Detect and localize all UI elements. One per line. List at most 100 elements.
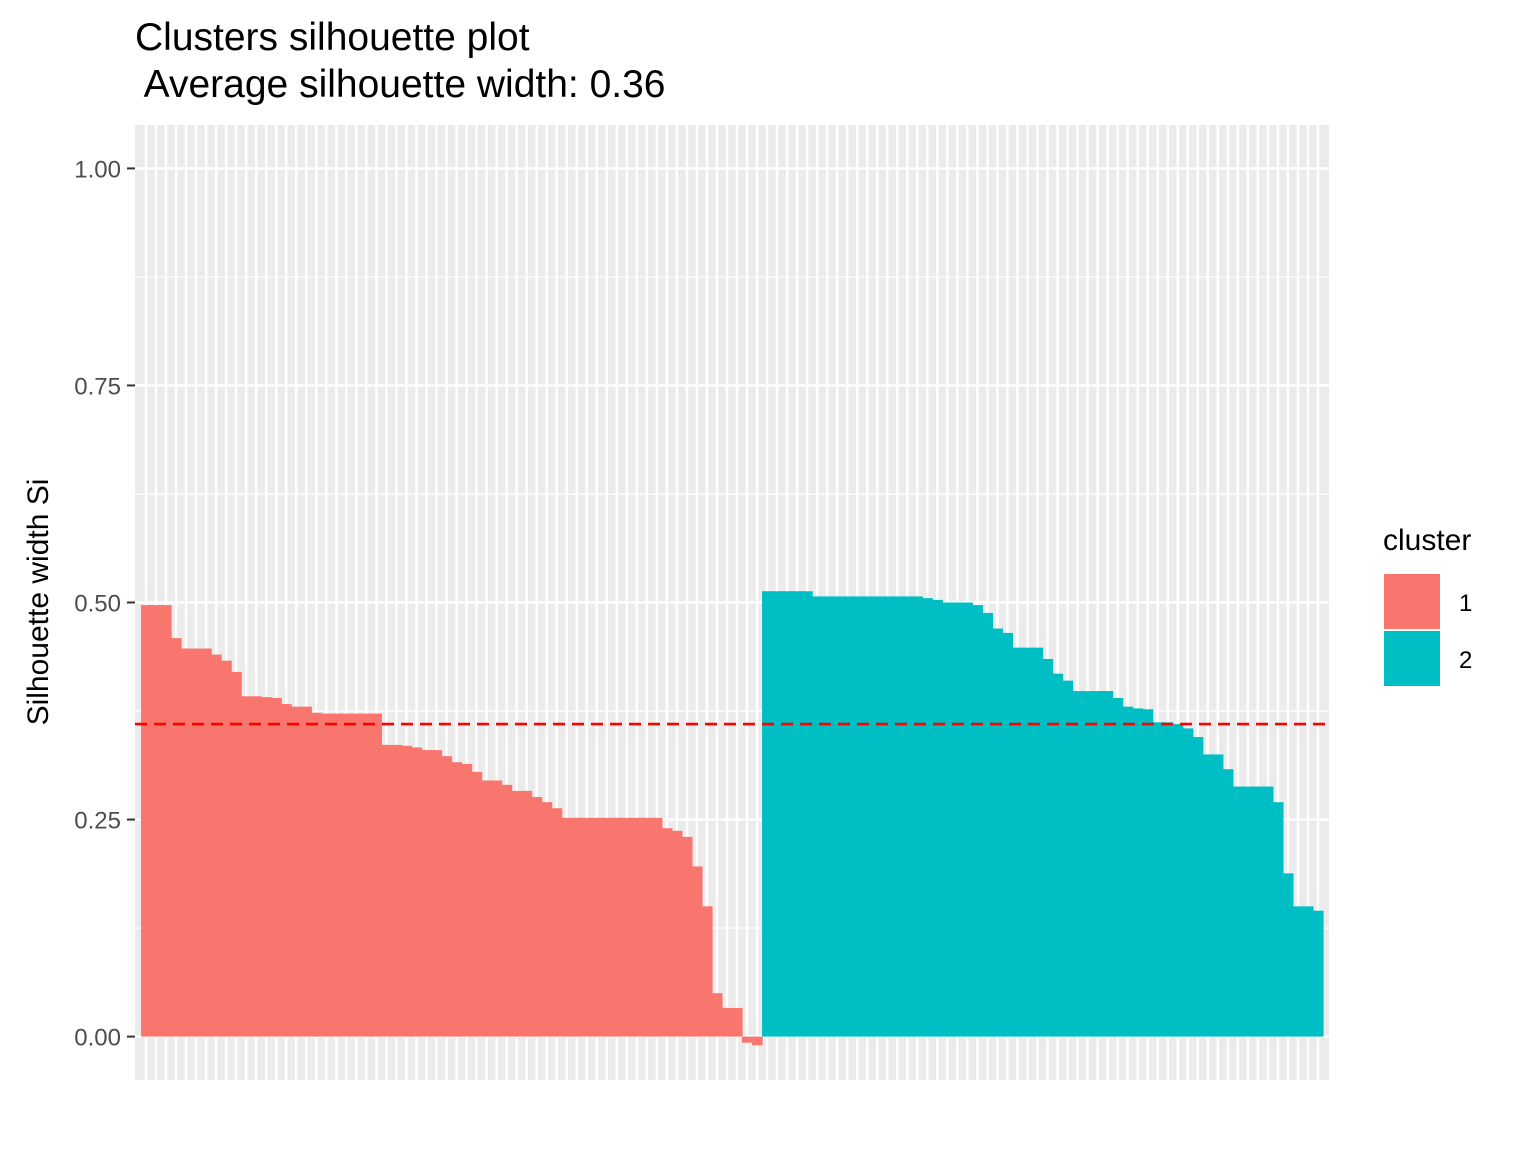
y-tick-label: 0.25 <box>74 808 121 835</box>
silhouette-bar <box>1182 728 1194 1037</box>
silhouette-bar <box>351 713 362 1037</box>
silhouette-bar <box>1212 754 1224 1037</box>
silhouette-bar <box>1142 709 1154 1037</box>
silhouette-bar <box>241 696 252 1037</box>
silhouette-bar <box>511 790 523 1037</box>
silhouette-bar <box>231 671 242 1037</box>
silhouette-bar <box>621 817 633 1037</box>
legend-label-2: 2 <box>1459 647 1472 674</box>
silhouette-bar <box>822 596 833 1037</box>
silhouette-bar <box>872 596 883 1037</box>
silhouette-bar <box>1112 698 1124 1037</box>
silhouette-bar <box>551 808 563 1037</box>
silhouette-bar <box>411 747 423 1037</box>
silhouette-bar <box>862 596 873 1037</box>
y-axis-title: Silhouette width Si <box>22 479 55 726</box>
silhouette-bar <box>691 866 703 1037</box>
silhouette-bar <box>721 1007 733 1037</box>
silhouette-bar <box>962 602 974 1037</box>
silhouette-bar <box>1092 691 1104 1037</box>
silhouette-bar <box>1002 632 1014 1037</box>
silhouette-bar <box>1012 647 1024 1037</box>
chart-title: Clusters silhouette plot <box>135 16 530 59</box>
silhouette-bar <box>541 802 553 1037</box>
silhouette-bar <box>341 713 352 1037</box>
silhouette-bar <box>1122 706 1134 1037</box>
silhouette-bar <box>221 660 232 1037</box>
silhouette-bar <box>852 596 863 1037</box>
silhouette-bar <box>932 599 943 1037</box>
silhouette-bar <box>952 602 963 1037</box>
silhouette-bar <box>1042 658 1054 1037</box>
silhouette-bar <box>782 591 793 1037</box>
silhouette-bar <box>601 817 613 1037</box>
silhouette-bar <box>421 750 433 1037</box>
silhouette-bar <box>912 596 923 1037</box>
silhouette-bar <box>1222 769 1234 1037</box>
silhouette-bar <box>1252 786 1264 1037</box>
silhouette-bar <box>772 591 783 1037</box>
silhouette-bar <box>281 704 292 1037</box>
silhouette-bar <box>271 698 282 1037</box>
silhouette-bar <box>1102 691 1114 1037</box>
silhouette-bar <box>942 602 953 1037</box>
silhouette-bar <box>882 596 893 1037</box>
silhouette-bar <box>701 906 713 1037</box>
silhouette-bar <box>972 605 984 1037</box>
silhouette-bar <box>1232 786 1244 1037</box>
silhouette-bar <box>481 780 493 1037</box>
silhouette-bar <box>361 713 372 1037</box>
legend-title: cluster <box>1383 524 1471 557</box>
silhouette-bar <box>561 817 573 1037</box>
legend-label-1: 1 <box>1459 590 1472 617</box>
silhouette-bar <box>982 612 994 1037</box>
silhouette-bar <box>141 605 152 1037</box>
y-tick-label: 0.50 <box>74 591 121 618</box>
silhouette-bar <box>792 591 803 1037</box>
silhouette-bar <box>521 790 533 1037</box>
silhouette-bar <box>752 1036 763 1046</box>
legend-key-2 <box>1384 631 1440 686</box>
silhouette-bar <box>401 745 413 1037</box>
y-tick-label: 0.75 <box>74 373 121 400</box>
silhouette-bar <box>631 817 643 1037</box>
silhouette-bar <box>321 713 332 1037</box>
silhouette-bar <box>1152 722 1164 1037</box>
silhouette-bar <box>211 654 222 1037</box>
silhouette-bar <box>371 713 383 1037</box>
legend-key-1 <box>1384 574 1440 629</box>
silhouette-bar <box>451 762 463 1037</box>
silhouette-bar <box>181 648 192 1037</box>
silhouette-bar <box>742 1036 753 1043</box>
silhouette-bar <box>1302 906 1314 1037</box>
silhouette-bar <box>611 817 623 1037</box>
silhouette-bar <box>711 993 723 1037</box>
y-tick-label: 1.00 <box>74 156 121 183</box>
silhouette-bar <box>1272 802 1284 1037</box>
silhouette-bar <box>591 817 603 1037</box>
silhouette-bar <box>902 596 913 1037</box>
silhouette-bar <box>1292 906 1304 1037</box>
silhouette-bar <box>151 605 162 1037</box>
silhouette-bar <box>161 605 172 1037</box>
silhouette-bar <box>922 598 933 1037</box>
y-axis: 0.00 0.25 0.50 0.75 1.00 <box>74 156 135 1052</box>
silhouette-bar <box>651 817 663 1037</box>
silhouette-bar <box>1082 691 1094 1037</box>
silhouette-bar <box>171 638 182 1037</box>
silhouette-bar <box>1072 691 1084 1037</box>
silhouette-bar <box>1312 910 1324 1037</box>
silhouette-bar <box>491 780 503 1037</box>
y-tick-label: 0.00 <box>74 1025 121 1052</box>
silhouette-bar <box>1202 754 1214 1037</box>
silhouette-bar <box>501 784 513 1037</box>
silhouette-bar <box>762 591 773 1037</box>
silhouette-bar <box>441 756 453 1037</box>
bars <box>141 591 1324 1046</box>
silhouette-bar <box>1282 873 1294 1037</box>
chart-subtitle: Average silhouette width: 0.36 <box>135 63 665 106</box>
silhouette-bar <box>1172 724 1184 1037</box>
silhouette-bar <box>681 836 693 1037</box>
silhouette-bar <box>201 648 212 1037</box>
